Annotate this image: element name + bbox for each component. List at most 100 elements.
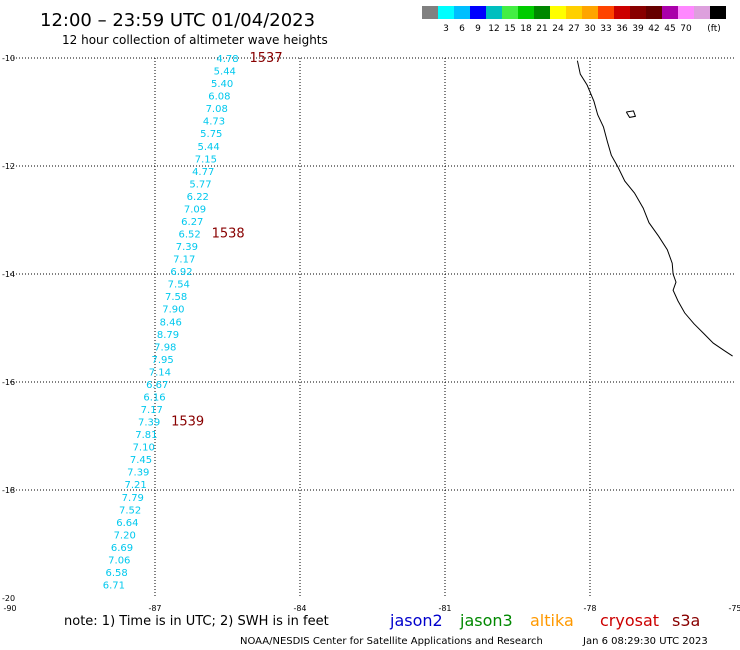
wave-height-value: 7.09	[184, 204, 206, 215]
lat-tick-label: -20	[2, 594, 15, 603]
footer-note: note: 1) Time is in UTC; 2) SWH is in fe…	[64, 614, 329, 629]
scale-label: 24	[552, 24, 564, 34]
wave-height-value: 7.39	[138, 418, 160, 429]
wave-height-value: 5.44	[197, 142, 219, 153]
lat-tick-label: -12	[2, 162, 15, 171]
latitude-axis: -10 -12 -14 -16 -18 -20	[2, 54, 15, 603]
wave-height-value: 7.79	[122, 493, 144, 504]
scale-swatch	[646, 6, 662, 19]
wave-height-value: 8.79	[157, 330, 179, 341]
satellite-jason2: jason2	[389, 611, 443, 630]
scale-swatch	[454, 6, 470, 19]
wave-height-value: 4.77	[192, 167, 214, 178]
wave-height-value: 7.20	[114, 530, 136, 541]
scale-label: 18	[520, 24, 532, 34]
scale-label: 15	[504, 24, 515, 34]
wave-height-value: 5.44	[214, 67, 236, 78]
footer-timestamp: Jan 6 08:29:30 UTC 2023	[582, 636, 708, 647]
scale-label: 6	[459, 24, 465, 34]
scale-label: 70	[680, 24, 692, 34]
scale-label: 39	[632, 24, 644, 34]
lat-tick-label: -18	[2, 486, 15, 495]
wave-height-value: 5.75	[200, 129, 222, 140]
wave-height-value: 6.69	[111, 543, 133, 554]
lat-tick-label: -14	[2, 270, 15, 279]
map-grid	[10, 57, 735, 598]
wave-height-value: 7.39	[176, 242, 198, 253]
scale-swatch	[550, 6, 566, 19]
wave-height-value: 4.73	[203, 117, 225, 128]
wave-height-value: 7.52	[119, 505, 141, 516]
lat-tick-label: -16	[2, 378, 15, 387]
scale-swatch	[694, 6, 710, 19]
scale-swatch	[470, 6, 486, 19]
lon-tick-label: -81	[438, 604, 451, 613]
wave-height-value: 7.15	[195, 154, 217, 165]
scale-label: 36	[616, 24, 628, 34]
scale-swatch	[614, 6, 630, 19]
wave-height-value: 7.90	[162, 305, 184, 316]
pass-time-label: 1539	[171, 415, 204, 430]
scale-swatch	[518, 6, 534, 19]
scale-unit: (ft)	[707, 24, 721, 34]
wave-height-value: 7.08	[206, 104, 228, 115]
scale-label: 21	[536, 24, 547, 34]
wave-height-value: 7.10	[133, 443, 155, 454]
scale-label: 30	[584, 24, 596, 34]
satellite-legend: jason2 jason3 altika cryosat s3a	[389, 611, 700, 630]
scale-swatch	[486, 6, 502, 19]
footer-credit: NOAA/NESDIS Center for Satellite Applica…	[240, 636, 543, 647]
lon-tick-label: -78	[583, 604, 596, 613]
wave-height-value: 6.67	[146, 380, 168, 391]
wave-height-value: 6.58	[105, 568, 127, 579]
wave-height-track: 4.785.445.406.087.084.735.755.447.154.77…	[103, 54, 239, 592]
satellite-jason3: jason3	[459, 611, 513, 630]
pass-time-label: 1537	[250, 51, 283, 66]
satellite-altika: altika	[530, 611, 574, 630]
wave-height-value: 6.64	[116, 518, 138, 529]
wave-height-value: 7.17	[173, 255, 195, 266]
scale-label: 12	[488, 24, 499, 34]
wave-height-value: 5.40	[211, 79, 233, 90]
wave-height-value: 6.52	[178, 230, 200, 241]
map-area: 4.785.445.406.087.084.735.755.447.154.77…	[10, 51, 735, 598]
coastline	[576, 60, 733, 357]
lon-tick-label: -75	[728, 604, 740, 613]
wave-height-value: 6.71	[103, 581, 125, 592]
lon-tick-label: -84	[293, 604, 306, 613]
wave-height-value: 6.27	[181, 217, 203, 228]
wave-height-value: 6.22	[187, 192, 209, 203]
scale-swatch	[598, 6, 614, 19]
wave-height-value: 7.95	[151, 355, 173, 366]
island-outline	[625, 110, 637, 118]
lon-tick-label: -87	[148, 604, 161, 613]
wave-height-value: 5.77	[189, 179, 211, 190]
pass-time-labels: 1537 1538 1539	[171, 51, 282, 430]
wave-height-value: 7.58	[165, 292, 187, 303]
lat-tick-label: -10	[2, 54, 15, 63]
wave-height-value: 7.98	[154, 342, 176, 353]
scale-label: 27	[568, 24, 579, 34]
wave-height-value: 6.16	[143, 393, 165, 404]
lon-tick-label: -90	[3, 604, 16, 613]
scale-swatch	[422, 6, 438, 19]
scale-swatch	[710, 6, 726, 19]
scale-swatch	[630, 6, 646, 19]
wave-height-value: 7.45	[130, 455, 152, 466]
wave-height-value: 7.06	[108, 555, 130, 566]
wave-height-value: 8.46	[160, 317, 182, 328]
wave-height-value: 4.78	[216, 54, 238, 65]
wave-height-value: 7.81	[135, 430, 157, 441]
scale-swatch	[438, 6, 454, 19]
pass-time-label: 1538	[212, 227, 245, 242]
wave-height-value: 6.92	[170, 267, 192, 278]
scale-swatch	[566, 6, 582, 19]
scale-swatch	[502, 6, 518, 19]
longitude-axis: -90 -87 -84 -81 -78 -75	[3, 604, 740, 613]
scale-label: 33	[600, 24, 611, 34]
satellite-s3a: s3a	[672, 611, 700, 630]
page-title: 12:00 – 23:59 UTC 01/04/2023	[40, 10, 315, 31]
scale-label: 9	[475, 24, 481, 34]
color-scale-legend: 3 6 9 12 15 18 21 24 27 30 33 36 39 42 45 70 (ft)	[422, 6, 726, 34]
